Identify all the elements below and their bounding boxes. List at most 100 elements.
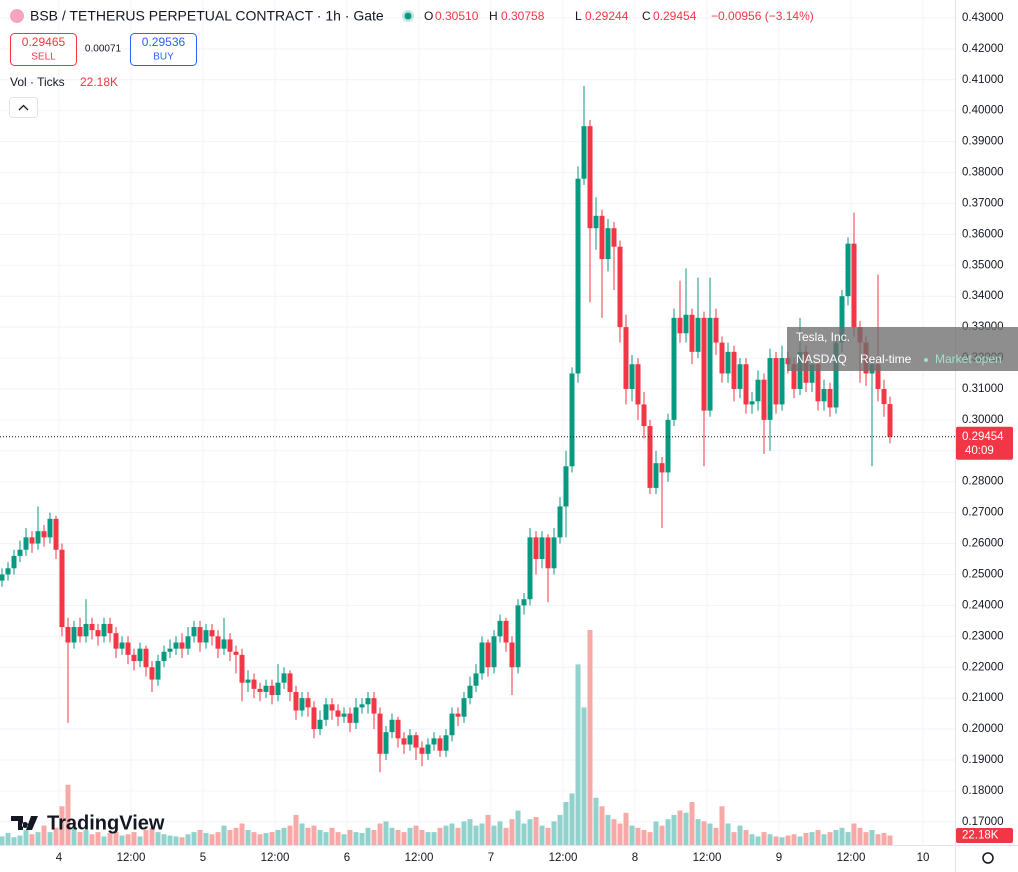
candle-body — [131, 654, 137, 662]
volume-bar — [887, 835, 893, 845]
candle-body — [467, 685, 473, 699]
candle-body — [275, 682, 281, 696]
x-tick-label: 12:00 — [117, 852, 146, 864]
settings-icon[interactable] — [982, 852, 994, 864]
candle-body — [89, 623, 95, 631]
volume-bar — [317, 829, 323, 845]
volume-bar — [587, 630, 593, 845]
volume-bar — [23, 829, 29, 845]
volume-bar — [329, 827, 335, 845]
volume-bar — [35, 832, 41, 845]
volume-bar — [563, 802, 569, 845]
candle-body — [461, 698, 467, 717]
candle-body — [653, 463, 659, 488]
volume-bar — [5, 832, 11, 845]
x-tick-label: 5 — [200, 852, 206, 864]
sell-button[interactable] — [10, 33, 77, 66]
y-tick-label: 0.22000 — [962, 661, 1004, 673]
y-tick-label: 0.35000 — [962, 259, 1004, 271]
volume-bar — [143, 829, 149, 845]
volume-bar — [155, 832, 161, 845]
volume-bar — [215, 832, 221, 845]
candle-body — [539, 537, 545, 560]
volume-bar — [311, 825, 317, 845]
candle-body — [815, 364, 821, 402]
candle-body — [77, 627, 83, 637]
candle-body — [191, 627, 197, 637]
volume-bar — [389, 827, 395, 845]
tooltip-market: Market open — [935, 352, 1002, 366]
volume-bar — [515, 810, 521, 845]
candle-body — [269, 685, 275, 696]
ohlc-value: 0.29244 — [585, 9, 629, 23]
candle-body — [383, 732, 389, 754]
y-tick-label: 0.23000 — [962, 630, 1004, 642]
volume-bar — [809, 832, 815, 845]
volume-bar — [593, 797, 599, 845]
volume-bar — [467, 819, 473, 845]
volume-bar — [377, 823, 383, 845]
volume-bar — [29, 834, 35, 845]
x-tick-label: 10 — [917, 852, 930, 864]
candle-body — [65, 627, 71, 643]
volume-bar — [821, 834, 827, 845]
volume-bar — [485, 814, 491, 845]
volume-bar — [551, 821, 557, 845]
volume-bar — [395, 829, 401, 845]
sell-price: 0.29465 — [22, 35, 66, 49]
volume-bar — [581, 707, 587, 845]
volume-bar — [773, 836, 779, 845]
volume-bar — [293, 814, 299, 845]
candle-body — [827, 388, 833, 408]
ohlc-label: L — [575, 9, 582, 23]
y-tick-label: 0.26000 — [962, 538, 1004, 550]
candle-body — [773, 358, 779, 405]
candle-body — [263, 685, 269, 692]
ohlc-change: −0.00956 (−3.14%) — [711, 9, 814, 23]
y-tick-label: 0.17000 — [962, 816, 1004, 828]
candle-body — [377, 713, 383, 754]
volume-bar — [641, 829, 647, 845]
candle-body — [185, 636, 191, 649]
ohlc-label: O — [424, 9, 433, 23]
candle-body — [587, 126, 593, 229]
candle-body — [641, 404, 647, 427]
volume-bar — [881, 832, 887, 845]
volume-bar — [761, 832, 767, 845]
volume-bar — [335, 832, 341, 845]
candle-body — [707, 317, 713, 411]
volume-bar — [479, 823, 485, 845]
last-price-label: 0.29454 — [962, 431, 1004, 443]
volume-bar — [869, 829, 875, 845]
candle-body — [437, 738, 443, 751]
volume-tag-label: 22.18K — [962, 830, 999, 842]
volume-bar — [149, 827, 155, 845]
volume-bar — [53, 827, 59, 845]
volume-bar — [803, 832, 809, 845]
volume-bar — [269, 832, 275, 845]
spread: 0.00071 — [85, 44, 122, 55]
tooltip-dot — [924, 358, 928, 362]
candle-body — [509, 642, 515, 668]
volume-bar — [197, 829, 203, 845]
candle-body — [173, 642, 179, 649]
volume-layer — [0, 630, 893, 845]
volume-bar — [95, 832, 101, 845]
volume-bar — [347, 829, 353, 845]
candle-body — [551, 537, 557, 569]
buy-button[interactable] — [130, 33, 197, 66]
candle-body — [629, 364, 635, 389]
candle-body — [737, 364, 743, 389]
candle-body — [281, 673, 287, 683]
candle-body — [719, 342, 725, 374]
candle-body — [197, 627, 203, 643]
candle-body — [557, 506, 563, 538]
volume-bar — [497, 821, 503, 845]
collapse-button[interactable] — [9, 97, 38, 118]
symbol-title[interactable]: BSB / TETHERUS PERPETUAL CONTRACT · 1h ·… — [30, 8, 384, 24]
candle-body — [41, 531, 47, 538]
candle-body — [83, 623, 89, 637]
candle-body — [227, 639, 233, 652]
volume-bar — [71, 827, 77, 845]
